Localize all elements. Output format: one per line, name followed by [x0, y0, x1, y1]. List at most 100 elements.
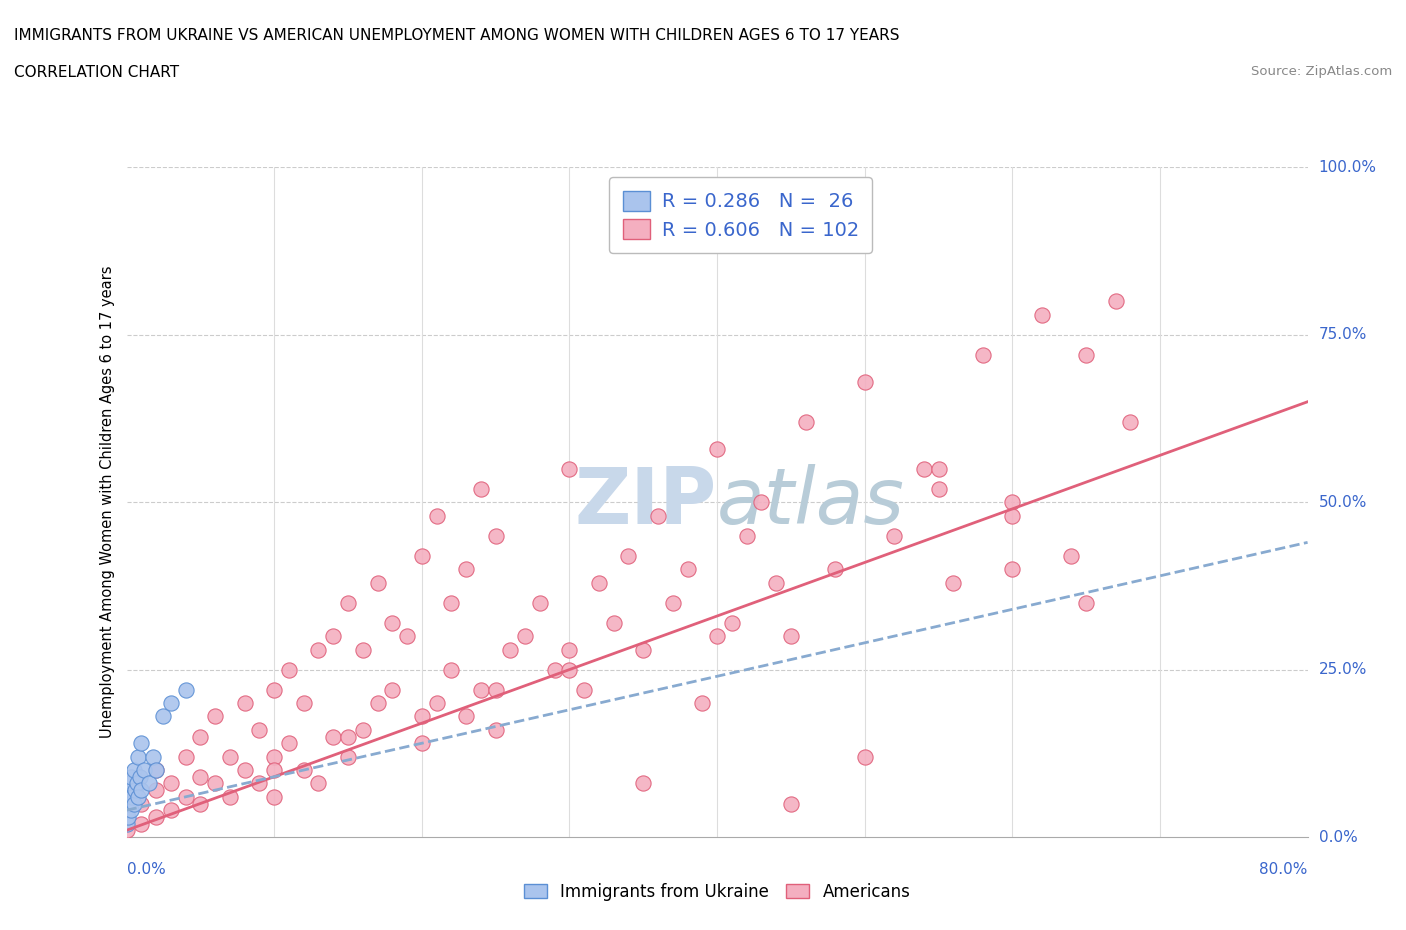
Point [204, 776, 226, 790]
Point [247, 776, 270, 790]
Point [411, 736, 433, 751]
Point [122, 763, 145, 777]
Point [529, 595, 551, 610]
Text: atlas: atlas [717, 464, 905, 540]
Point [617, 549, 640, 564]
Point [661, 595, 683, 610]
Point [129, 736, 153, 751]
Point [381, 616, 404, 631]
Point [396, 629, 419, 644]
Text: 100.0%: 100.0% [1319, 160, 1376, 175]
Point [233, 696, 256, 711]
Y-axis label: Unemployment Among Women with Children Ages 6 to 17 years: Unemployment Among Women with Children A… [100, 266, 115, 738]
Point [631, 642, 654, 657]
Text: IMMIGRANTS FROM UKRAINE VS AMERICAN UNEMPLOYMENT AMONG WOMEN WITH CHILDREN AGES : IMMIGRANTS FROM UKRAINE VS AMERICAN UNEM… [14, 28, 900, 43]
Point [121, 790, 143, 804]
Point [219, 790, 242, 804]
Point [292, 763, 315, 777]
Point [278, 662, 301, 677]
Point [928, 461, 950, 476]
Point [127, 790, 149, 804]
Point [942, 575, 965, 590]
Point [1105, 294, 1128, 309]
Point [352, 723, 374, 737]
Point [159, 696, 183, 711]
Point [853, 750, 876, 764]
Text: 80.0%: 80.0% [1260, 862, 1308, 877]
Point [706, 441, 728, 456]
Point [115, 809, 138, 824]
Point [292, 696, 315, 711]
Point [425, 508, 447, 523]
Point [115, 790, 138, 804]
Point [1076, 348, 1098, 363]
Point [233, 763, 256, 777]
Point [117, 809, 139, 824]
Point [440, 662, 463, 677]
Point [117, 783, 139, 798]
Point [631, 776, 654, 790]
Point [1076, 595, 1098, 610]
Point [558, 662, 581, 677]
Point [337, 595, 360, 610]
Point [263, 763, 285, 777]
Point [411, 549, 433, 564]
Point [1001, 562, 1024, 577]
Point [912, 461, 935, 476]
Point [470, 482, 492, 497]
Point [307, 776, 329, 790]
Point [134, 763, 156, 777]
Text: 50.0%: 50.0% [1319, 495, 1367, 510]
Point [129, 783, 153, 798]
Point [765, 575, 787, 590]
Point [138, 776, 160, 790]
Point [454, 709, 477, 724]
Point [928, 482, 950, 497]
Point [307, 642, 329, 657]
Point [322, 629, 344, 644]
Point [124, 783, 146, 798]
Point [794, 415, 817, 430]
Point [337, 750, 360, 764]
Point [588, 575, 610, 590]
Text: 0.0%: 0.0% [1319, 830, 1357, 844]
Point [188, 769, 211, 784]
Point [145, 809, 167, 824]
Text: 0.0%: 0.0% [127, 862, 166, 877]
Point [720, 616, 742, 631]
Point [145, 763, 167, 777]
Point [129, 817, 153, 831]
Point [263, 750, 285, 764]
Point [129, 796, 153, 811]
Point [219, 750, 242, 764]
Text: 25.0%: 25.0% [1319, 662, 1367, 677]
Text: Source: ZipAtlas.com: Source: ZipAtlas.com [1251, 65, 1392, 78]
Point [558, 461, 581, 476]
Point [779, 796, 801, 811]
Point [470, 683, 492, 698]
Point [454, 562, 477, 577]
Point [120, 769, 142, 784]
Point [127, 750, 149, 764]
Point [381, 683, 404, 698]
Point [1031, 307, 1053, 322]
Point [1060, 549, 1083, 564]
Point [188, 729, 211, 744]
Point [647, 508, 669, 523]
Point [263, 683, 285, 698]
Point [337, 729, 360, 744]
Text: 75.0%: 75.0% [1319, 327, 1367, 342]
Point [322, 729, 344, 744]
Point [735, 528, 758, 543]
Point [411, 709, 433, 724]
Point [1119, 415, 1142, 430]
Point [853, 374, 876, 389]
Point [484, 723, 508, 737]
Point [278, 736, 301, 751]
Point [128, 769, 150, 784]
Point [484, 683, 508, 698]
Point [751, 495, 773, 510]
Point [122, 796, 145, 811]
Point [1001, 495, 1024, 510]
Point [174, 750, 197, 764]
